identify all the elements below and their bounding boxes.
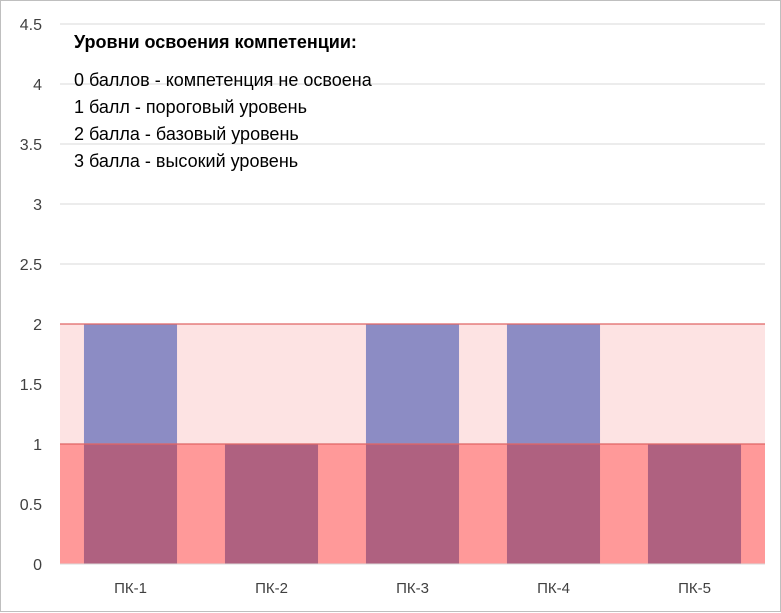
y-tick-label: 2.5 — [20, 257, 42, 274]
x-tick-label: ПК-3 — [396, 580, 429, 597]
bar-segment — [506, 444, 601, 564]
legend-line: 2 балла - базовый уровень — [74, 124, 299, 144]
bar — [83, 324, 178, 444]
legend-line: 0 баллов - компетенция не освоена — [74, 70, 372, 90]
x-tick-label: ПК-4 — [537, 580, 570, 597]
x-axis-ticks: ПК-1 ПК-2 ПК-3 ПК-4 ПК-5 — [114, 580, 711, 597]
bar-segment — [365, 444, 460, 564]
y-tick-label: 0 — [33, 557, 42, 574]
legend-line: 3 балла - высокий уровень — [74, 151, 299, 171]
legend-line: 1 балл - пороговый уровень — [74, 97, 307, 117]
bar-segment — [647, 444, 742, 564]
y-tick-label: 1 — [33, 437, 42, 454]
x-tick-label: ПК-5 — [678, 580, 711, 597]
bars — [83, 324, 742, 564]
y-tick-label: 2 — [33, 317, 42, 334]
bar-segment — [83, 444, 178, 564]
y-tick-label: 4.5 — [20, 17, 42, 34]
y-tick-label: 0.5 — [20, 497, 42, 514]
y-tick-label: 3 — [33, 197, 42, 214]
bar-segment — [224, 444, 319, 564]
legend-title: Уровни освоения компетенции: — [74, 32, 357, 52]
bar — [506, 324, 601, 444]
y-tick-label: 4 — [33, 77, 42, 94]
x-tick-label: ПК-1 — [114, 580, 147, 597]
y-tick-label: 3.5 — [20, 137, 42, 154]
y-tick-label: 1.5 — [20, 377, 42, 394]
legend: Уровни освоения компетенции: 0 баллов - … — [74, 31, 372, 175]
y-axis-ticks: 0 0.5 1 1.5 2 2.5 3 3.5 4 4.5 — [20, 17, 42, 574]
x-tick-label: ПК-2 — [255, 580, 288, 597]
bar — [365, 324, 460, 444]
band-lines — [60, 323, 765, 565]
